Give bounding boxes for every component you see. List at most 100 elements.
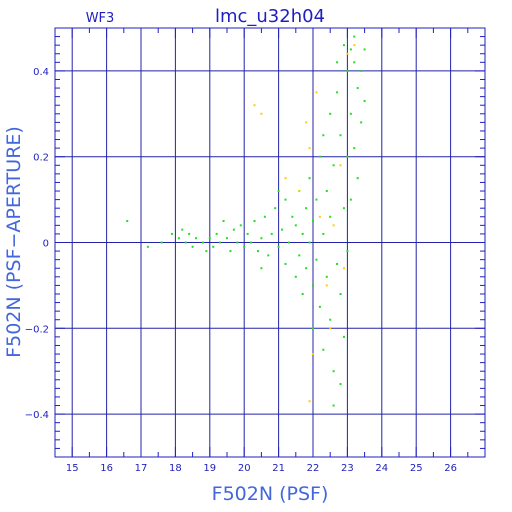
grid-lines	[55, 28, 485, 457]
data-point	[232, 228, 235, 231]
x-tick-label: 21	[272, 463, 285, 474]
data-point	[301, 292, 304, 295]
data-point	[308, 400, 311, 403]
data-point	[312, 327, 314, 330]
data-point	[360, 121, 363, 124]
data-point	[346, 250, 349, 253]
chart-title: lmc_u32h04	[215, 6, 325, 27]
data-point	[160, 241, 163, 244]
data-point	[177, 237, 180, 240]
data-point	[267, 254, 270, 257]
data-point	[181, 228, 184, 231]
data-point	[329, 215, 332, 218]
data-point	[349, 112, 352, 115]
data-point	[342, 207, 345, 210]
data-point	[184, 241, 187, 244]
data-point	[346, 52, 349, 55]
y-tick-labels: −0.4 −0.2 0 0.2 0.4	[25, 67, 49, 421]
data-point	[294, 275, 297, 278]
data-point	[250, 241, 253, 244]
data-point	[201, 241, 204, 244]
data-point	[342, 335, 345, 338]
data-point	[353, 44, 356, 47]
data-point	[270, 232, 273, 235]
data-point	[342, 267, 345, 270]
x-tick-label: 17	[135, 463, 148, 474]
data-point	[253, 220, 256, 223]
data-point	[322, 134, 325, 137]
data-point	[336, 91, 339, 94]
data-point	[349, 198, 352, 201]
data-point	[284, 177, 287, 180]
data-point	[363, 99, 366, 102]
data-point	[219, 241, 222, 244]
data-point	[308, 241, 311, 244]
data-point	[260, 237, 263, 240]
data-point	[332, 224, 335, 227]
x-tick-label: 20	[238, 463, 251, 474]
data-point	[329, 327, 332, 330]
x-tick-label: 24	[375, 463, 388, 474]
data-point	[205, 250, 208, 253]
data-point	[325, 275, 328, 278]
y-tick-label: 0.4	[33, 67, 49, 78]
data-point	[287, 241, 290, 244]
data-point	[191, 245, 194, 248]
y-tick-label: −0.4	[25, 410, 49, 421]
data-point	[256, 250, 259, 253]
data-point	[260, 267, 263, 270]
data-point	[291, 215, 294, 218]
data-point	[305, 207, 308, 210]
data-point	[325, 284, 328, 287]
data-point	[346, 155, 349, 158]
data-point	[339, 383, 342, 386]
data-point	[318, 155, 321, 158]
data-point	[312, 220, 314, 223]
x-tick-label: 18	[169, 463, 182, 474]
data-point	[356, 177, 359, 180]
data-point	[260, 112, 263, 115]
data-point	[195, 237, 198, 240]
data-point	[353, 61, 356, 64]
data-point	[332, 370, 335, 373]
data-point	[363, 48, 366, 51]
axis-ticks	[55, 28, 485, 457]
x-tick-label: 19	[203, 463, 216, 474]
data-point	[253, 104, 256, 107]
data-point	[212, 245, 215, 248]
y-tick-label: −0.2	[25, 324, 49, 335]
data-point	[332, 164, 335, 167]
data-point	[353, 35, 356, 38]
panel-label: WF3	[86, 11, 115, 26]
data-point	[281, 228, 284, 231]
data-point	[298, 254, 301, 257]
data-point	[349, 48, 352, 51]
data-point	[315, 198, 318, 201]
data-point	[301, 232, 304, 235]
x-tick-label: 23	[341, 463, 354, 474]
data-point	[263, 215, 266, 218]
data-point	[239, 224, 242, 227]
data-point	[298, 190, 301, 193]
x-tick-label: 16	[100, 463, 113, 474]
data-point	[170, 232, 173, 235]
data-point	[305, 121, 308, 124]
data-point	[284, 262, 287, 265]
data-point	[329, 112, 332, 115]
data-point	[339, 164, 342, 167]
data-point	[229, 250, 232, 253]
data-point	[308, 177, 311, 180]
data-point	[346, 69, 349, 72]
data-point	[246, 232, 249, 235]
data-point	[126, 220, 129, 223]
data-point	[342, 44, 345, 47]
data-point	[360, 69, 363, 72]
data-point	[226, 237, 228, 240]
data-point	[308, 147, 311, 150]
data-point	[329, 318, 332, 321]
data-point	[322, 232, 325, 235]
data-point	[312, 284, 314, 287]
x-tick-label: 22	[307, 463, 320, 474]
x-tick-label: 25	[410, 463, 423, 474]
